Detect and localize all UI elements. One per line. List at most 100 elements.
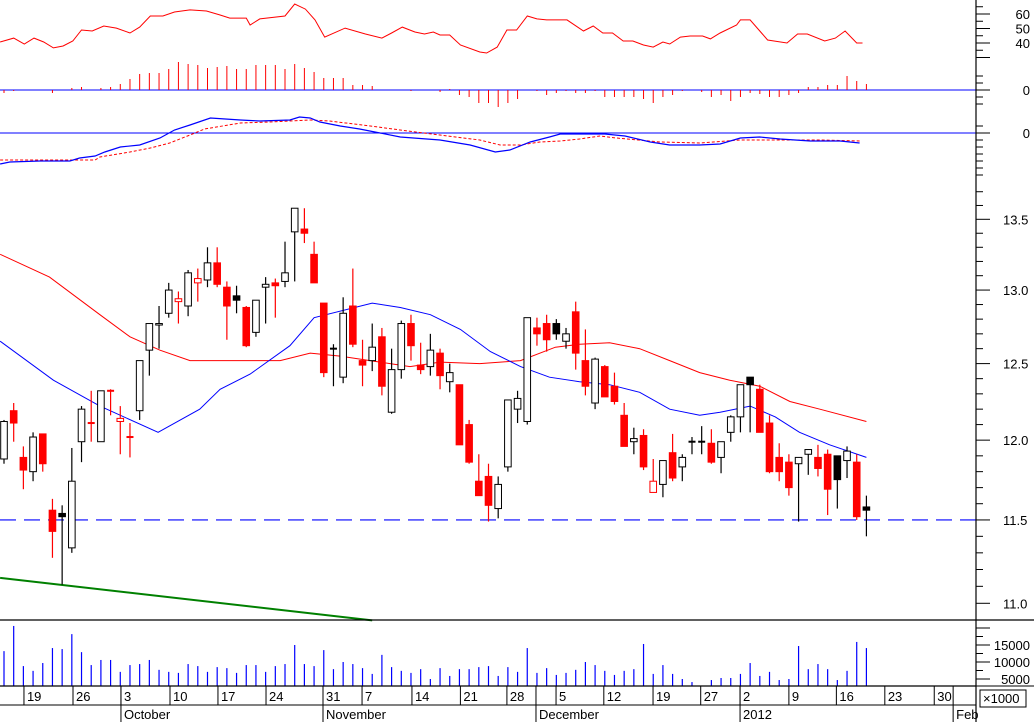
candle [552,319,561,340]
candle [58,505,66,585]
candle-body [19,456,28,471]
candle-body [475,480,483,497]
candle [591,357,599,410]
date-tick-label: 27 [704,689,718,704]
candle-body [397,323,406,371]
candle-body [213,262,221,285]
candle [610,372,619,405]
candle [242,305,251,348]
candle-body [145,323,154,351]
candle-body [630,438,638,443]
candle-body [649,480,658,493]
candle [494,476,502,519]
candle [349,268,357,348]
candle-body [252,299,260,333]
candle-body [562,333,570,342]
candle-body [581,360,590,387]
candle-body [184,272,192,307]
candle-body [0,420,8,460]
candle-body [261,283,270,288]
candle [426,333,435,376]
candle [707,429,716,464]
candle [145,323,154,376]
candle [484,463,493,522]
price-tick-label: 11.5 [1003,513,1027,528]
date-tick-label: 30 [937,689,951,704]
candle [271,278,280,318]
price-tick-label: 11.0 [1003,596,1027,611]
candle [107,389,115,416]
date-tick-label: 14 [415,689,429,704]
volume-tick-label: 10000 [994,655,1030,670]
price-tick-label: 12.0 [1003,433,1028,448]
candle-body [9,410,18,424]
date-tick-label: 19 [656,689,670,704]
candle-body [68,480,76,549]
candle-body [339,312,347,378]
candle [475,454,483,497]
candle-body [407,323,415,347]
candle [223,281,231,340]
candle-body [455,384,464,446]
candle [717,441,725,474]
candle [319,302,328,378]
candle [29,432,37,482]
month-tick-label: 2012 [743,707,772,722]
candle-body [29,436,37,473]
candle [174,291,183,324]
candle-body [794,456,803,465]
candle-body [659,460,667,485]
candle-body [271,282,280,287]
candle [310,241,318,284]
candle [155,305,163,349]
candle-body [416,364,425,371]
date-tick-label: 12 [607,689,621,704]
candle-body [48,509,57,532]
candle [77,406,86,463]
candle-body [862,506,871,511]
candle [416,342,425,375]
candle-body [736,384,745,418]
candle [756,384,764,433]
candle-body [319,302,328,374]
candle [785,454,793,496]
candle-body [746,376,754,386]
candle [804,449,813,475]
price-tick-label: 12.5 [1003,357,1028,372]
candle-body [378,336,386,387]
candle [571,301,580,370]
candle-body [436,352,444,377]
candle-body [542,323,551,341]
month-tick-label: Feb [956,707,978,722]
date-tick-label: 28 [510,689,524,704]
candle-body [833,455,842,481]
candle-body [843,450,851,462]
trend-line [0,576,373,622]
candle [184,269,192,317]
price-tick-label: 13.0 [1003,283,1028,298]
date-tick-label: 5 [559,689,566,704]
candle [843,446,851,479]
candle-body [223,286,231,307]
candle [775,443,784,482]
candle-body [523,317,532,422]
candle [252,299,260,337]
candle-body [290,207,299,233]
candle-body [155,323,163,326]
candle-body [717,441,725,458]
candle-body [775,456,784,473]
candle-body [533,327,541,335]
volume-unit-box [979,689,1027,708]
price-panel [0,207,976,622]
candle-body [610,385,619,402]
candle-body [349,305,357,345]
date-tick-label: 26 [76,689,90,704]
candle-body [300,228,309,234]
candle-body [368,346,377,362]
candle [688,437,696,455]
candle-body [281,272,289,282]
candle [852,454,861,520]
moving-average-long [0,253,867,422]
candle-body [445,372,454,383]
candle-body [38,433,47,465]
